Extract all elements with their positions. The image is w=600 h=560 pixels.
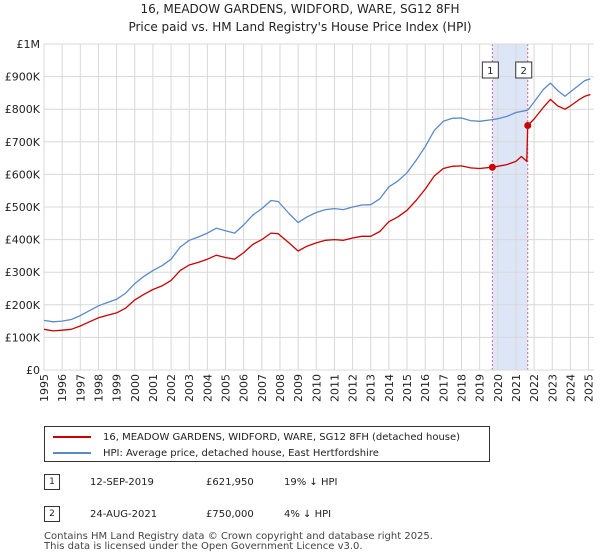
x-tick-label: 2008	[274, 374, 287, 402]
transaction-price: £750,000	[206, 508, 254, 520]
x-tick-label: 2022	[528, 374, 541, 402]
x-tick-label: 2025	[583, 374, 596, 402]
sale-label: 1	[487, 66, 493, 77]
legend-swatch-hpi	[53, 452, 91, 454]
legend-label-property: 16, MEADOW GARDENS, WIDFORD, WARE, SG12 …	[103, 431, 461, 443]
x-tick-label: 2006	[238, 374, 251, 402]
legend-label-hpi: HPI: Average price, detached house, East…	[103, 447, 379, 459]
x-tick-label: 2012	[347, 374, 360, 402]
legend-item-property: 16, MEADOW GARDENS, WIDFORD, WARE, SG12 …	[53, 429, 460, 445]
x-tick-label: 2015	[401, 374, 414, 402]
x-tick-label: 2002	[165, 374, 178, 402]
legend: 16, MEADOW GARDENS, WIDFORD, WARE, SG12 …	[44, 426, 490, 462]
sale-label-box	[515, 61, 533, 79]
x-tick-label: 2000	[129, 374, 142, 402]
property-price-line	[43, 93, 591, 332]
transaction-row: 1 12-SEP-2019 £621,950 19% ↓ HPI	[44, 472, 337, 492]
chart-subtitle: Price paid vs. HM Land Registry's House …	[128, 20, 471, 34]
transaction-hpi-diff: 4% ↓ HPI	[284, 508, 332, 520]
transaction-price: £621,950	[206, 476, 254, 488]
x-tick-label: 2021	[510, 374, 523, 402]
x-tick-label: 2001	[147, 374, 160, 402]
y-tick-label: £300K	[5, 266, 41, 279]
x-tick-label: 1998	[92, 374, 105, 402]
footer-licence: This data is licensed under the Open Gov…	[44, 541, 363, 552]
x-tick-label: 2017	[437, 374, 450, 402]
y-tick-label: £400K	[5, 234, 41, 247]
x-tick-label: 1996	[56, 374, 69, 402]
y-tick-label: £700K	[5, 136, 41, 149]
chart-title: 16, MEADOW GARDENS, WIDFORD, WARE, SG12 …	[140, 2, 459, 16]
x-tick-label: 2013	[365, 374, 378, 402]
sale-point	[488, 163, 496, 171]
x-tick-label: 2019	[474, 374, 487, 402]
price-chart: 16, MEADOW GARDENS, WIDFORD, WARE, SG12 …	[5, 2, 596, 402]
y-tick-label: £0	[26, 364, 40, 377]
x-tick-label: 2010	[310, 374, 323, 402]
transaction-hpi-diff: 19% ↓ HPI	[284, 476, 338, 488]
y-tick-label: £500K	[5, 201, 41, 214]
x-tick-label: 2009	[292, 374, 305, 402]
x-tick-label: 2016	[419, 374, 432, 402]
x-tick-label: 1995	[38, 374, 51, 402]
y-tick-label: £900K	[5, 71, 41, 84]
transaction-date: 24-AUG-2021	[90, 508, 158, 520]
x-tick-label: 2003	[183, 374, 196, 402]
x-tick-label: 2024	[564, 374, 577, 402]
sale-point	[524, 122, 532, 129]
y-tick-label: £600K	[5, 168, 41, 181]
sale-label-box	[481, 61, 499, 79]
x-tick-label: 2014	[383, 374, 396, 402]
sale-label: 2	[521, 66, 527, 77]
x-tick-label: 2007	[256, 374, 269, 402]
transaction-row: 2 24-AUG-2021 £750,000 4% ↓ HPI	[44, 504, 331, 524]
x-tick-label: 2004	[201, 374, 214, 402]
transaction-date: 12-SEP-2019	[90, 476, 154, 488]
x-tick-label: 1999	[111, 374, 124, 402]
legend-item-hpi: HPI: Average price, detached house, East…	[53, 445, 379, 461]
x-tick-label: 2018	[455, 374, 468, 402]
hpi-line	[43, 78, 591, 323]
legend-swatch-property	[53, 436, 91, 438]
y-tick-label: £100K	[5, 331, 41, 344]
x-tick-label: 2011	[328, 374, 341, 402]
x-tick-label: 1997	[74, 374, 87, 402]
x-tick-label: 2005	[220, 374, 233, 402]
y-tick-label: £1M	[17, 38, 41, 51]
footer-copyright: Contains HM Land Registry data © Crown c…	[44, 531, 433, 542]
x-tick-label: 2023	[546, 374, 559, 402]
footer: Contains HM Land Registry data © Crown c…	[44, 532, 433, 552]
y-tick-label: £800K	[5, 103, 41, 116]
y-tick-label: £200K	[5, 299, 41, 312]
x-tick-label: 2020	[492, 374, 505, 402]
transaction-number: 1	[44, 474, 60, 490]
transaction-number: 2	[44, 506, 60, 522]
